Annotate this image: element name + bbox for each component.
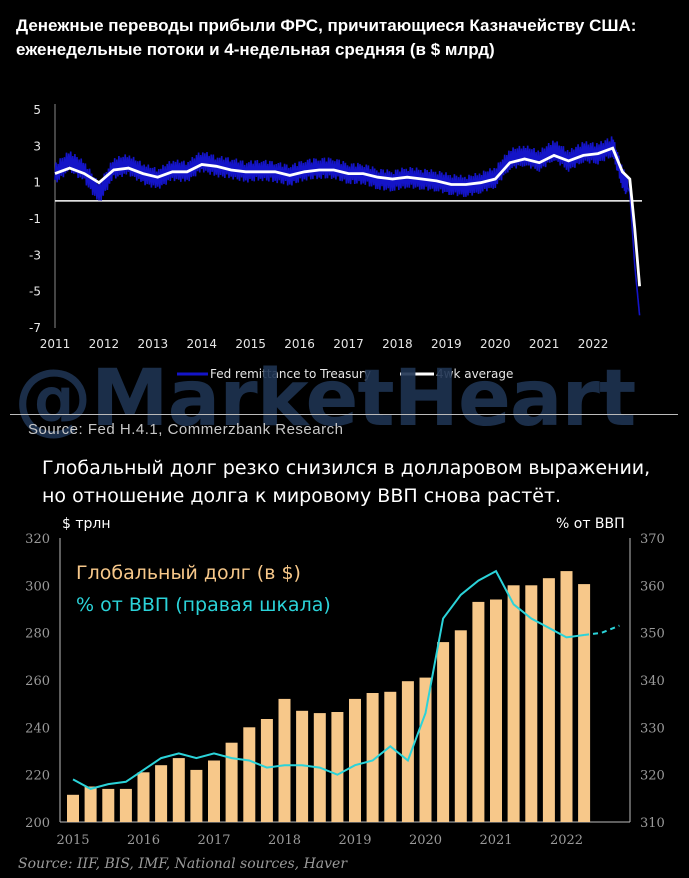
legend-debt: Глобальный долг (в $) (76, 562, 301, 584)
x-tick-label: 2020 (480, 337, 511, 351)
left-tick-label: 320 (25, 532, 50, 547)
right-tick-label: 350 (640, 627, 665, 642)
debt-bar (102, 788, 115, 822)
debt-bar (507, 585, 520, 822)
debt-bar (419, 677, 432, 822)
right-axis-unit: % от ВВП (556, 516, 625, 532)
debt-bar (454, 630, 467, 822)
debt-bar (490, 599, 502, 822)
chart1-source: Source: Fed H.4.1, Commerzbank Research (28, 421, 344, 438)
right-tick-label: 360 (640, 579, 665, 594)
remittance-chart: 5 3 1 -1 -3 -5 -7 2011 2012 2013 2014 2015 2016 2017 2… (29, 103, 642, 381)
x-tick-label: 2021 (479, 833, 512, 848)
x-tick-label: 2011 (40, 337, 71, 351)
debt-bar (331, 712, 344, 822)
x-tick-label: 2015 (235, 337, 266, 351)
y-tick-label: -7 (29, 321, 41, 335)
y-tick-label: -1 (29, 212, 41, 226)
debt-bar (67, 794, 79, 822)
x-tick-label: 2016 (284, 337, 315, 351)
watermark: @MarketHeart (14, 354, 636, 444)
x-tick-label: 2022 (550, 833, 583, 848)
debt-bar (84, 786, 97, 822)
right-tick-label: 320 (640, 769, 665, 784)
x-tick-label: 2014 (186, 337, 217, 351)
left-tick-label: 280 (25, 627, 50, 642)
divider (10, 414, 678, 415)
y-tick-label: 3 (33, 139, 41, 153)
x-tick-label: 2019 (431, 337, 462, 351)
right-tick-label: 330 (640, 721, 665, 736)
debt-bar (349, 698, 361, 822)
debt-bar (542, 578, 555, 822)
x-tick-label: 2019 (338, 833, 371, 848)
debt-bar (208, 760, 220, 822)
right-tick-label: 370 (640, 532, 665, 547)
debt-bar (190, 769, 203, 822)
x-tick-label: 2017 (197, 833, 230, 848)
left-tick-label: 200 (25, 816, 50, 831)
series-fed-remittance (54, 136, 641, 316)
x-tick-label: 2012 (89, 337, 120, 351)
debt-bar (578, 584, 591, 822)
x-tick-label: 2013 (138, 337, 169, 351)
x-tick-label: 2016 (127, 833, 160, 848)
x-tick-label: 2018 (382, 337, 413, 351)
y-tick-label: 5 (33, 103, 41, 117)
x-tick-label: 2022 (578, 337, 609, 351)
debt-bar (560, 571, 573, 822)
debt-bar (296, 710, 309, 822)
debt-bar (225, 742, 238, 822)
debt-bar (243, 727, 256, 822)
debt-bar (437, 642, 450, 822)
legend-label-remittance: Fed remittance to Treasury (210, 367, 371, 381)
x-tick-label: 2017 (333, 337, 364, 351)
debt-bar (278, 698, 291, 822)
x-tick-label: 2018 (268, 833, 301, 848)
debt-bar (525, 585, 538, 822)
debt-bar (472, 601, 485, 822)
right-tick-label: 340 (640, 674, 665, 689)
left-tick-label: 220 (25, 769, 50, 784)
left-axis-unit: $ трлн (62, 516, 111, 532)
x-tick-label: 2021 (529, 337, 560, 351)
chart2-title: Глобальный долг резко снизился в долларо… (42, 457, 651, 507)
chart1-title: Денежные переводы прибыли ФРС, причитающ… (16, 16, 637, 59)
y-tick-label: 1 (33, 176, 41, 190)
y-tick-label: -3 (29, 248, 41, 262)
series-gdp-ratio (72, 569, 585, 790)
y-tick-label: -5 (29, 285, 41, 299)
debt-bar (366, 693, 379, 822)
series-4wk-average (54, 146, 641, 287)
debt-bar (401, 681, 414, 822)
debt-bar (155, 765, 168, 822)
series-gdp-ratio-projection (583, 624, 620, 636)
legend-label-average: 4wk average (436, 367, 513, 381)
debt-bar (172, 758, 185, 822)
debt-bar (137, 772, 150, 822)
left-tick-label: 240 (25, 721, 50, 736)
debt-bar (119, 788, 132, 822)
chart2-source: Source: IIF, BIS, IMF, National sources,… (18, 856, 348, 872)
debt-bar (260, 719, 273, 822)
left-tick-label: 300 (25, 579, 50, 594)
debt-bar (384, 691, 397, 822)
x-tick-label: 2015 (56, 833, 89, 848)
x-tick-label: 2020 (409, 833, 442, 848)
legend-gdp: % от ВВП (правая шкала) (76, 594, 331, 616)
left-tick-label: 260 (25, 674, 50, 689)
right-tick-label: 310 (640, 816, 665, 831)
